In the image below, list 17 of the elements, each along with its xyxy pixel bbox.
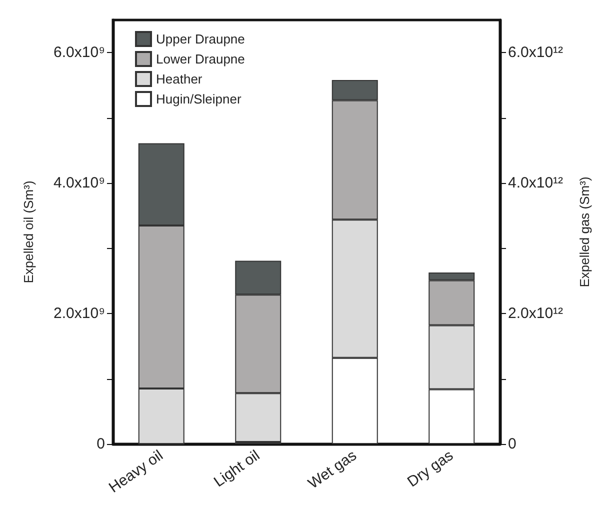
x-tick-label: Wet gas	[305, 447, 360, 492]
y2-tick-label: 2.0x10¹²	[508, 305, 564, 322]
y-tick-label: 6.0x10⁹	[54, 44, 105, 62]
y2-tick-label: 0	[508, 436, 516, 452]
y-tick-label: 4.0x10⁹	[54, 174, 105, 192]
y2-tick-label: 4.0x10¹²	[508, 174, 564, 192]
y2-tick-label: 6.0x10¹²	[508, 44, 564, 62]
x-tick-label: Dry gas	[404, 447, 457, 491]
y2-axis-title: Expelled gas (Sm³)	[577, 176, 592, 288]
y-tick-label: 2.0x10⁹	[54, 305, 105, 322]
y-axis-title: Expelled oil (Sm³)	[21, 180, 36, 284]
legend-label: Lower Draupne	[156, 52, 245, 66]
legend-label: Hugin/Sleipner	[156, 92, 242, 106]
legend-label: Upper Draupne	[156, 32, 245, 46]
legend-label: Heather	[156, 72, 203, 86]
y-tick-label: 0	[96, 436, 105, 452]
x-tick-label: Light oil	[210, 447, 264, 491]
